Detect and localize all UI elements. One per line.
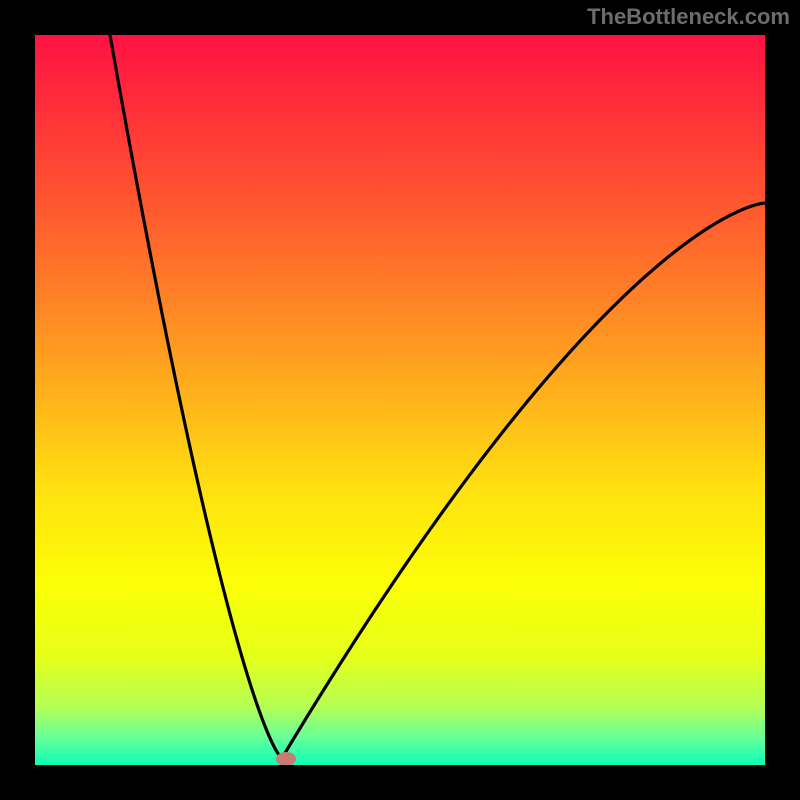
plot-gradient (35, 35, 765, 765)
watermark-text: TheBottleneck.com (587, 4, 790, 30)
chart-frame: TheBottleneck.com (0, 0, 800, 800)
